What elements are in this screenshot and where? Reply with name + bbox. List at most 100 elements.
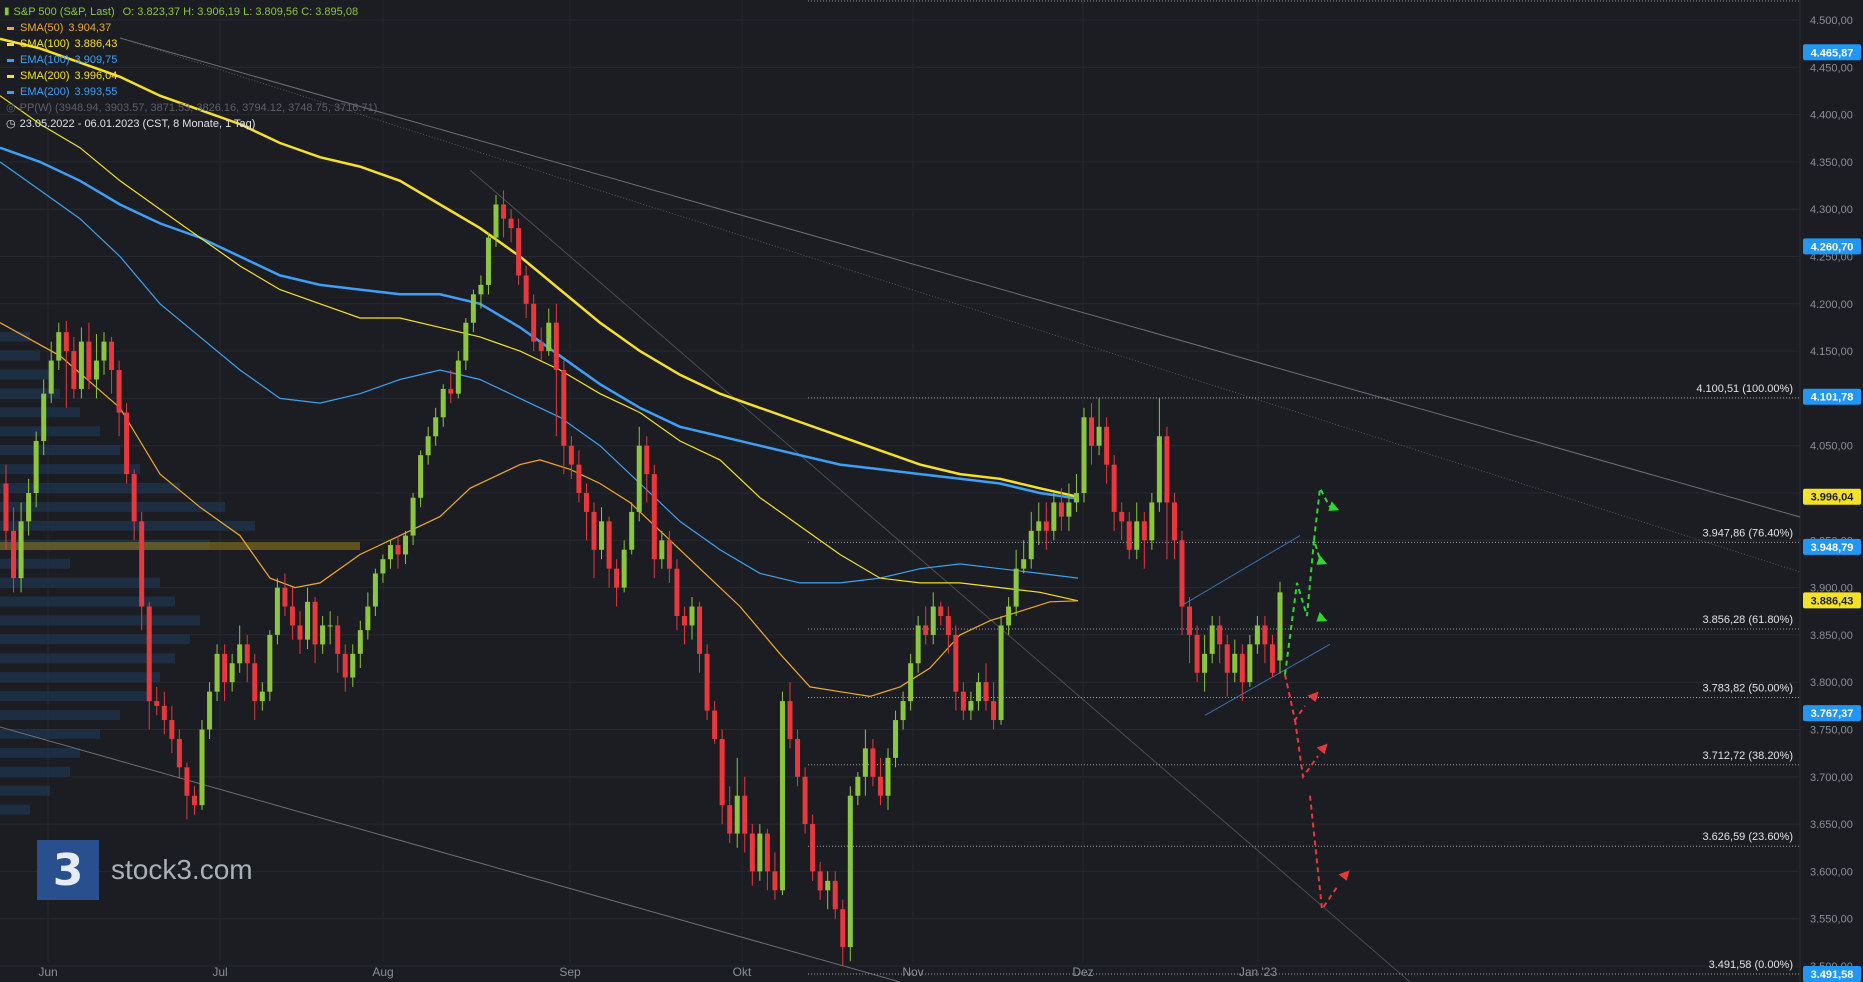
x-tick-label: Aug [372,965,393,979]
candle-body [712,710,718,739]
candle-body [154,701,160,706]
candle-body [546,322,552,352]
ema200-label: EMA(200) [20,86,70,98]
x-tick-label: Okt [733,965,752,979]
candle-body [222,653,228,683]
candle-body [403,535,409,555]
candle-body [485,237,491,285]
candle-body [3,483,9,531]
ema100-value: 3.909,75 [74,54,118,66]
volume-profile-bar [0,369,50,380]
ema200-line [0,146,1079,500]
candle-body [124,412,130,475]
range-text: 23.05.2022 - 06.01.2023 (CST, 8 Monate, … [19,118,256,130]
y-tick-label: 4.500,00 [1810,15,1853,27]
candle-body [463,322,469,361]
volume-profile-bar [0,634,190,645]
sma200-value: 3.996,04 [74,70,118,82]
candle-body [116,370,122,413]
scenario-bull-arrow [1328,501,1340,511]
volume-profile-bar [0,331,30,342]
x-tick-label: Jul [212,965,227,979]
chart-legend: ▮ S&P 500 (S&P, Last) O: 3.823,37 H: 3.9… [4,4,377,132]
candle-body [629,511,635,550]
candle-body [1277,592,1283,661]
legend-instrument[interactable]: ▮ S&P 500 (S&P, Last) O: 3.823,37 H: 3.9… [4,4,377,20]
y-tick-label: 4.250,00 [1810,252,1853,264]
candle-body [553,322,559,371]
y-tick-label: 3.600,00 [1810,866,1853,878]
candle-body [237,644,243,664]
sma100-line [0,95,1079,602]
y-tick-label: 4.350,00 [1810,157,1853,169]
scenario-bear-path-2 [1294,719,1319,780]
y-tick-label: 4.450,00 [1810,62,1853,74]
price-label-badge [1803,388,1861,405]
volume-profile-bar [0,426,100,437]
candle-body [1119,511,1125,522]
legend-sma100[interactable]: SMA(100) 3.886,43 [4,36,377,52]
candle-body [734,795,740,834]
volume-profile-bar [0,501,225,512]
price-label-text: 4.101,78 [1811,392,1854,404]
candle-body [862,748,868,777]
candle-body [410,497,416,536]
candle-body [501,204,507,219]
candle-body [719,738,725,806]
legend-ema100[interactable]: EMA(100) 3.909,75 [4,52,377,68]
logo-mark: 3 [37,840,99,900]
volume-profile-bar [0,691,150,702]
candle-body [900,701,906,721]
candle-body [1081,417,1087,493]
legend-ema200[interactable]: EMA(200) 3.993,55 [4,84,377,100]
candle-body [282,587,288,607]
sma50-label: SMA(50) [20,22,64,34]
candle-body [689,606,695,626]
candle-body [644,445,650,475]
volume-profile-bar [0,577,160,588]
candle-body [825,880,831,891]
candle-body [923,625,929,635]
legend-sma50[interactable]: SMA(50) 3.904,37 [4,20,377,36]
candle-body [470,294,476,323]
candle-body [11,530,17,579]
candle-body [953,634,959,692]
ema100-label: EMA(100) [20,54,70,66]
candle-body [1089,417,1095,446]
candle-body [915,625,921,664]
candle-body [802,776,808,825]
candle-body [146,606,152,702]
instrument-ohlc: O: 3.823,37 H: 3.906,19 L: 3.809,56 C: 3… [122,6,359,18]
price-label-badge [1803,965,1861,982]
candle-body [335,625,341,654]
legend-pivot[interactable]: ◎ PP(W) (3948.94, 3903.57, 3871.53, 3826… [4,100,377,116]
scenario-bull-path [1284,539,1321,675]
price-label-text: 3.996,04 [1811,492,1855,504]
candle-body [176,738,182,768]
candle-body [779,701,785,891]
candle-body [1209,625,1215,654]
candle-body [207,691,213,730]
candle-body [885,757,891,796]
candle-body [478,284,484,295]
candle-body [387,545,393,560]
candle-body [1156,436,1162,503]
price-label-text: 3.491,58 [1811,969,1854,981]
candle-body [139,521,145,607]
channel-upper [1179,535,1301,607]
candle-body [1073,493,1079,503]
volume-profile-bar [0,653,175,664]
candle-body [191,795,197,806]
volume-profile-bar [0,596,175,607]
sma50-line [0,322,1079,698]
candle-body [305,601,311,640]
candle-body [1269,644,1275,673]
price-label-badge [1803,538,1861,555]
legend-sma200[interactable]: SMA(200) 3.996,04 [4,68,377,84]
logo-text: stock3.com [111,854,253,885]
candle-body [365,606,371,631]
candle-body [749,833,755,872]
candle-body [493,204,499,238]
